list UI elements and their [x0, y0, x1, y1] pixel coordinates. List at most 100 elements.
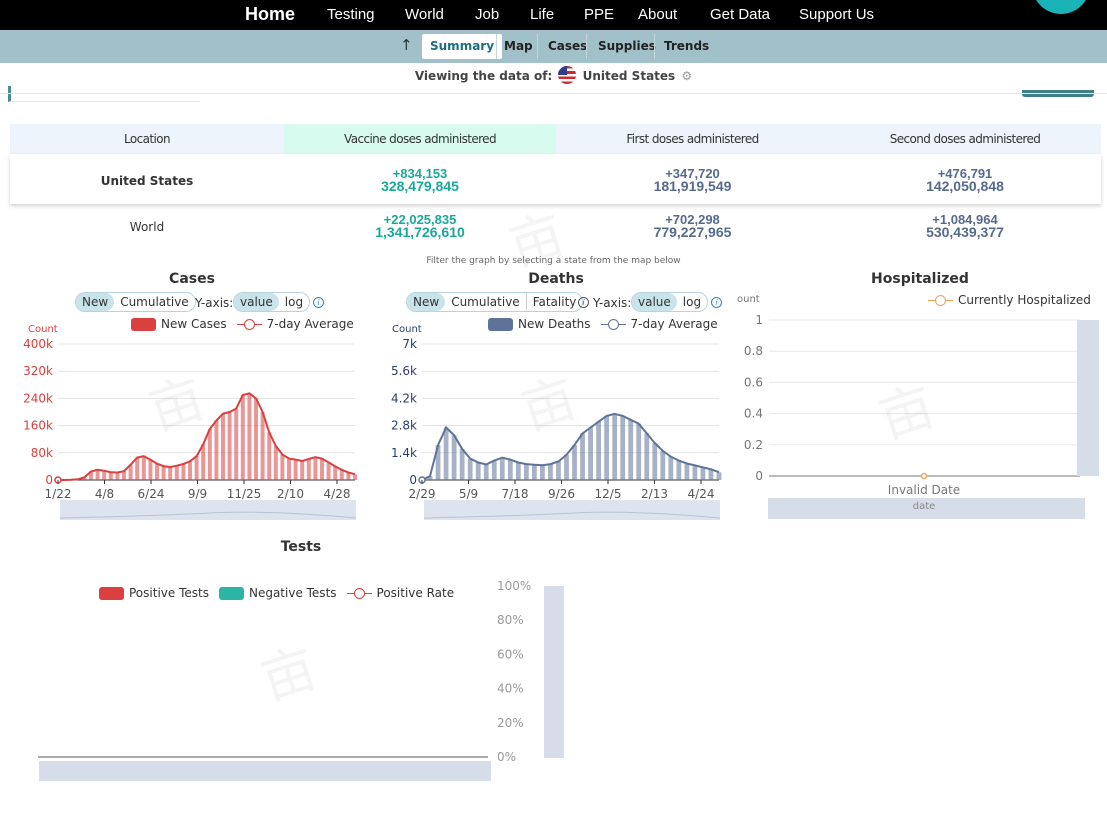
bar [684, 463, 690, 480]
bar [676, 460, 682, 480]
nav-get-data[interactable]: Get Data [710, 6, 771, 23]
cases-log-option[interactable]: log [284, 295, 304, 309]
bar [523, 464, 529, 480]
legend-positive-tests[interactable]: Positive Tests [129, 586, 209, 600]
bar [155, 463, 159, 480]
zoom-slider-preview [423, 511, 721, 519]
gear-icon[interactable]: ⚙ [681, 69, 693, 83]
bar [128, 464, 133, 480]
deaths-new-option[interactable]: New [407, 293, 446, 311]
nav-job[interactable]: Job [475, 6, 500, 23]
tab-divider [537, 34, 538, 59]
legend-7day-avg[interactable]: 7-day Average [266, 317, 354, 331]
first-delta: +702,298 [665, 212, 720, 227]
nav-home[interactable]: Home [245, 4, 296, 24]
tab-supplies[interactable]: Supplies [598, 39, 656, 53]
arrow-up-icon[interactable]: ↑ [400, 36, 413, 54]
y-tick-label: 5.6k [391, 364, 417, 378]
bar [188, 461, 192, 480]
bar [531, 464, 537, 480]
legend-positive-rate[interactable]: Positive Rate [376, 586, 455, 600]
cases-chart: Count 0 80k 160k 240k 320k 400k 1/22 4/8 6/24 9/9 1… [23, 324, 357, 520]
legend-currently-hospitalized[interactable]: Currently Hospitalized [958, 293, 1091, 307]
nav-life[interactable]: Life [530, 6, 555, 23]
first-doses-cell: +702,298 779,227,965 [556, 212, 829, 239]
y-tick-label: 0 [45, 473, 53, 487]
vaccine-total: 328,479,845 [381, 178, 459, 194]
y-axis-label: ount [737, 294, 760, 305]
nav-support-us[interactable]: Support Us [799, 6, 875, 23]
y-tick-label: 240k [23, 391, 53, 405]
y-tick-label: 0 [755, 469, 763, 483]
us-flag-icon [558, 66, 577, 84]
cases-new-option[interactable]: New [76, 293, 115, 311]
tab-cases[interactable]: Cases [548, 39, 588, 53]
nav-testing[interactable]: Testing [327, 6, 375, 23]
sub-nav: ↑ Summary Map Cases Supplies Trends [0, 30, 1107, 63]
nav-world[interactable]: World [405, 6, 444, 23]
nav-about[interactable]: About [638, 6, 678, 23]
bar [628, 419, 634, 480]
cases-scale-toggle: value log [233, 292, 311, 312]
col-header-second-doses[interactable]: Second doses administered [829, 124, 1101, 154]
tab-summary[interactable]: Summary [422, 34, 503, 59]
vaccine-total: 1,341,726,610 [375, 224, 465, 240]
bar [254, 398, 258, 480]
deaths-legend: New Deaths 7-day Average [488, 317, 718, 331]
bar [652, 443, 658, 480]
bar [548, 464, 553, 480]
legend-swatch [218, 586, 244, 600]
col-header-location[interactable]: Location [10, 124, 284, 154]
bar [467, 458, 473, 480]
location-search-input[interactable] [8, 86, 200, 102]
col-header-first-doses[interactable]: First doses administered [556, 124, 829, 154]
deaths-fatality-option[interactable]: Fatality [532, 295, 577, 309]
viewing-location[interactable]: United States [582, 69, 676, 83]
play-button[interactable] [1032, 0, 1090, 14]
bar [221, 413, 225, 480]
zoom-slider [60, 500, 356, 520]
bar [588, 427, 593, 480]
bar [313, 457, 318, 480]
tab-map[interactable]: Map [504, 39, 533, 53]
vaccine-cell: +834,153 328,479,845 [284, 167, 556, 194]
nav-ppe[interactable]: PPE [584, 6, 615, 23]
legend-negative-tests[interactable]: Negative Tests [248, 586, 337, 600]
tab-trends[interactable]: Trends [664, 39, 710, 53]
bar [660, 450, 666, 480]
info-icon[interactable]: i [578, 297, 589, 308]
legend-new-cases[interactable]: New Cases [161, 317, 227, 331]
y-axis-label: Count [28, 324, 58, 335]
second-doses-cell: +1,084,964 530,439,377 [829, 213, 1101, 239]
deaths-value-option[interactable]: value [632, 293, 677, 311]
zoom-slider [768, 498, 1085, 519]
bar [596, 421, 602, 480]
second-total: 142,050,848 [926, 178, 1004, 194]
deaths-log-option[interactable]: log [682, 295, 702, 309]
cases-value-option[interactable]: value [234, 293, 279, 311]
viewing-prefix: Viewing the data of: [414, 69, 553, 83]
bar [564, 454, 569, 480]
x-tick-label: 9/9 [188, 487, 207, 501]
info-icon[interactable]: i [313, 297, 324, 308]
col-header-vaccine-doses[interactable]: Vaccine doses administered [284, 124, 556, 154]
bar [194, 456, 199, 480]
info-icon[interactable]: i [711, 297, 722, 308]
bar [260, 412, 265, 480]
legend-new-deaths[interactable]: New Deaths [518, 317, 591, 331]
bar [234, 408, 239, 480]
y-tick-label: 2.8k [391, 419, 417, 433]
x-tick-label: 2/29 [409, 487, 436, 501]
hospitalized-chart: ount 0 0.2 0.4 0.6 0.8 1 Invalid Date date [737, 294, 1099, 519]
y-tick-label: 160k [23, 419, 53, 433]
bar [168, 467, 173, 480]
deaths-cumulative-option[interactable]: Cumulative [445, 293, 527, 311]
y-tick-label: 80k [31, 446, 53, 460]
cases-cumulative-option[interactable]: Cumulative [120, 295, 189, 309]
tests-title: Tests [280, 539, 322, 555]
legend-line-swatch [236, 318, 262, 331]
table-row[interactable]: United States +834,153 328,479,845 +347,… [10, 154, 1101, 204]
vaccine-delta: +22,025,835 [383, 212, 457, 227]
viewing-bar: Viewing the data of: United States ⚙ [0, 66, 1107, 84]
legend-7day-avg[interactable]: 7-day Average [630, 317, 718, 331]
